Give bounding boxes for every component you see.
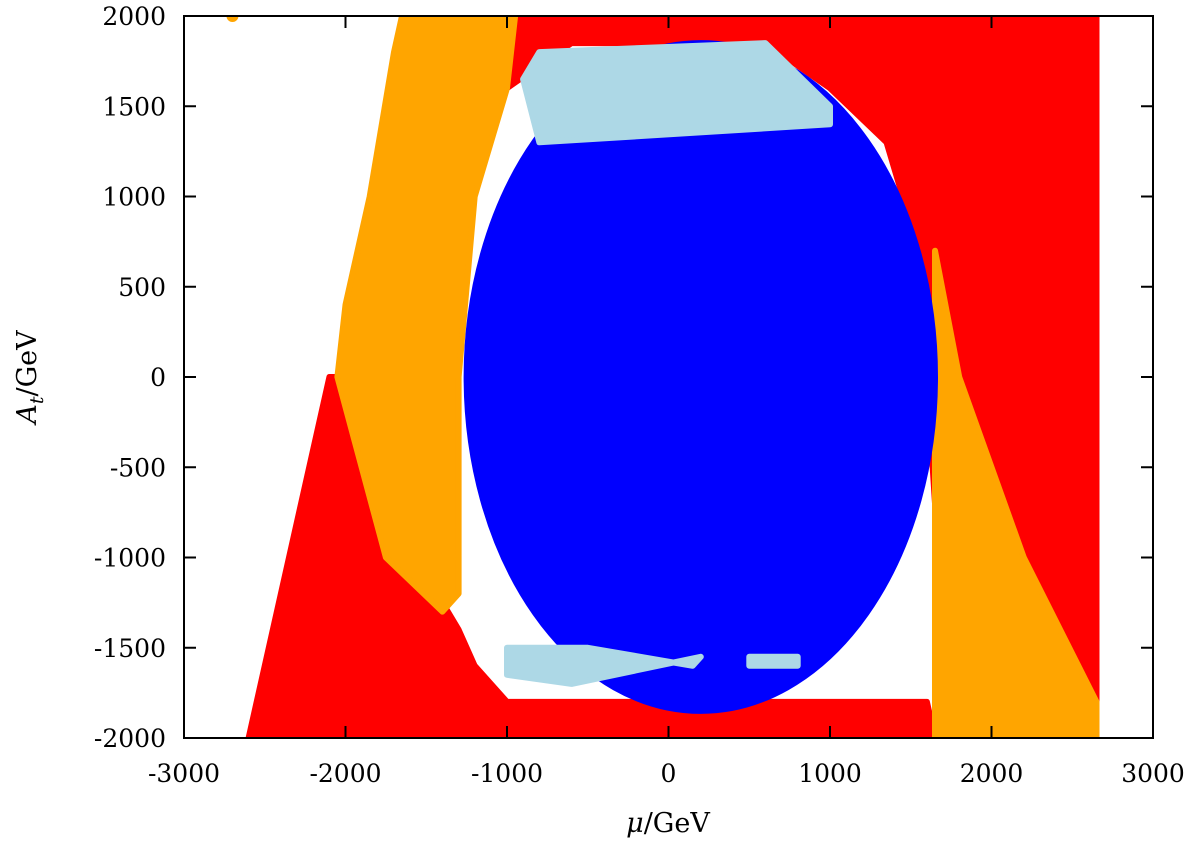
x-tick-label-3: 0: [661, 759, 677, 788]
data-regions: [245, 16, 1100, 738]
data-point-0: [226, 16, 239, 22]
x-tick-label-6: 3000: [1121, 759, 1185, 788]
region-orange-3: [932, 247, 1100, 738]
x-tick-label-1: -2000: [309, 759, 381, 788]
y-axis-title: At/GeV: [12, 330, 48, 427]
y-tick-label-2: 1000: [102, 183, 166, 212]
data-points: [226, 16, 239, 22]
region-lightblue-7: [746, 653, 801, 669]
x-axis-title: μ/GeV: [626, 808, 710, 839]
y-tick-label-3: 500: [118, 273, 166, 302]
y-tick-label-7: -1500: [94, 634, 166, 663]
y-tick-label-8: -2000: [94, 724, 166, 753]
x-tick-label-5: 2000: [960, 759, 1024, 788]
region-lightblue-5: [520, 40, 833, 146]
y-tick-labels: 2000 1500 1000 500 0 -500 -1000 -1500 -2000: [94, 2, 166, 753]
y-axis-unit: /GeV: [12, 330, 43, 397]
x-tick-label-4: 1000: [798, 759, 862, 788]
y-tick-label-5: -500: [110, 453, 166, 482]
x-tick-labels: -3000 -2000 -1000 0 1000 2000 3000: [148, 759, 1185, 788]
axis-ticks: [183, 15, 1154, 739]
region-orange-2: [334, 16, 519, 615]
y-tick-label-4: 0: [150, 363, 166, 392]
x-tick-label-0: -3000: [148, 759, 220, 788]
y-axis-symbol: A: [12, 404, 43, 427]
region-lightblue-6: [504, 644, 704, 687]
plot-area: [226, 16, 1100, 738]
x-axis-unit: /GeV: [644, 808, 711, 839]
x-tick-label-2: -1000: [471, 759, 543, 788]
x-axis-symbol: μ: [626, 808, 644, 839]
y-tick-label-6: -1000: [94, 544, 166, 573]
y-axis-subscript: t: [26, 396, 48, 404]
y-tick-label-0: 2000: [102, 2, 166, 31]
y-tick-label-1: 1500: [102, 92, 166, 121]
